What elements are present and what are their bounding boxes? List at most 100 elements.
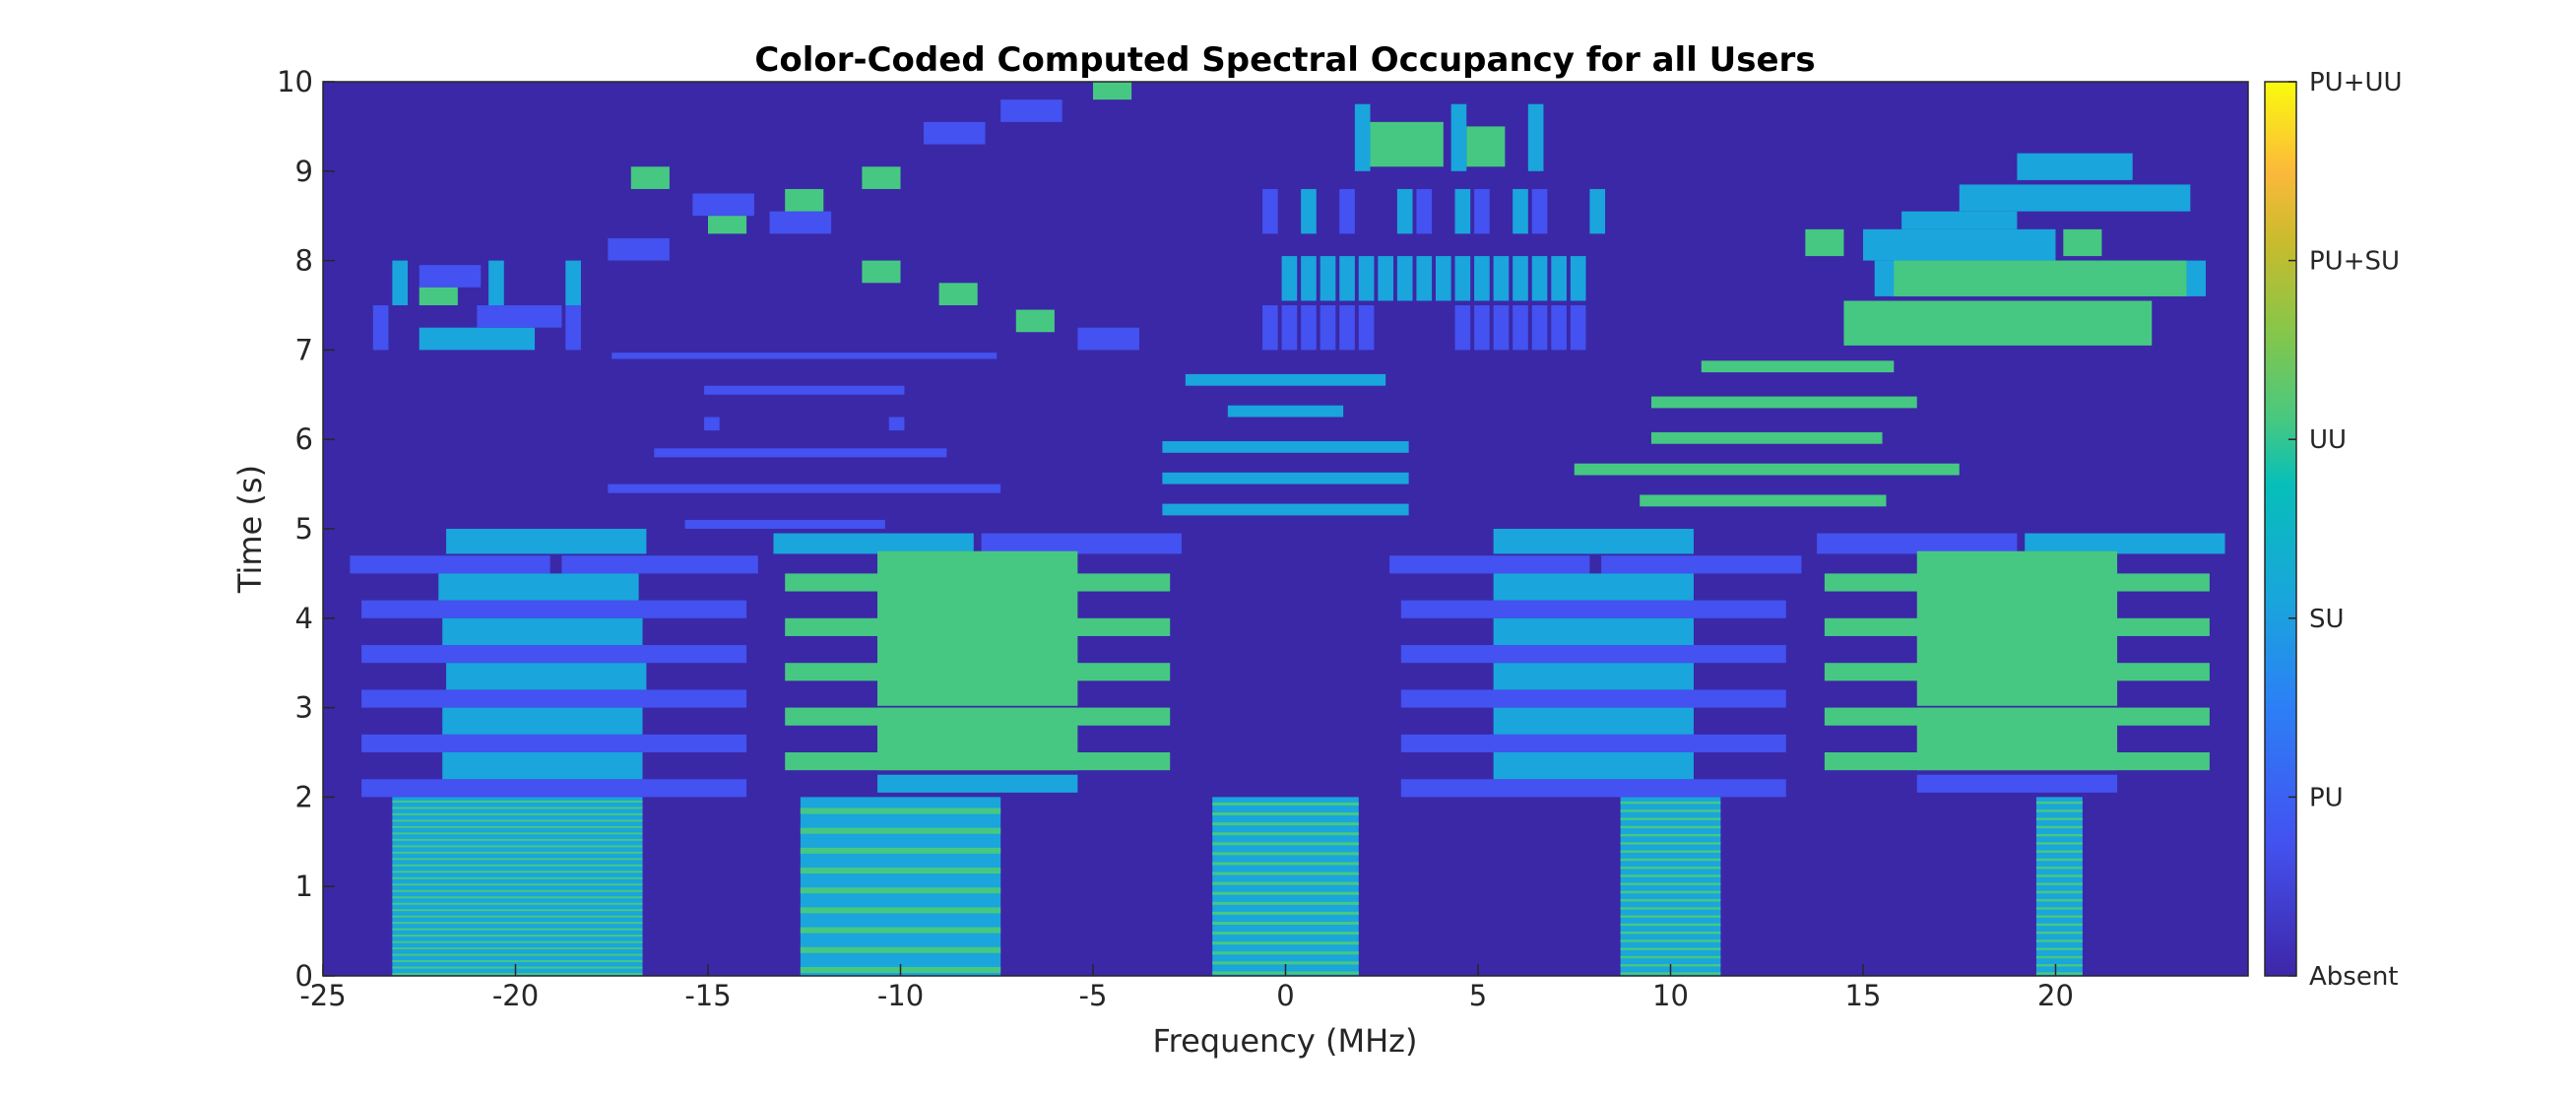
occupancy-stripe-uu [2035, 923, 2083, 927]
occupancy-region-pu [1400, 645, 1786, 664]
occupancy-region-uu [1650, 396, 1917, 409]
occupancy-region-su [1570, 256, 1586, 301]
x-tick-label: -10 [877, 979, 924, 1012]
occupancy-stripe-uu [1212, 802, 1359, 806]
occupancy-stripe-uu [2035, 939, 2083, 942]
occupancy-region-pu [477, 305, 562, 328]
x-tick-label: 20 [2037, 979, 2074, 1012]
occupancy-stripe-uu [2035, 874, 2083, 877]
occupancy-region-pu [1454, 305, 1471, 351]
occupancy-stripe-uu [392, 896, 643, 899]
occupancy-region-pu [565, 305, 581, 351]
occupancy-stripe-uu [1620, 809, 1721, 812]
occupancy-region-su [1358, 256, 1375, 301]
occupancy-stripe-uu [1620, 874, 1721, 877]
occupancy-stripe-uu [1212, 951, 1359, 955]
occupancy-region-su [1474, 256, 1490, 301]
occupancy-region-pu [1262, 188, 1278, 234]
occupancy-stripe-uu [1212, 822, 1359, 826]
occupancy-stripe-uu [800, 946, 1001, 953]
occupancy-region-pu [608, 484, 1001, 493]
occupancy-region-uu [1894, 260, 2187, 296]
occupancy-region-pu [361, 600, 747, 618]
occupancy-stripe-uu [800, 887, 1001, 894]
chart-title: Color-Coded Computed Spectral Occupancy … [754, 40, 1815, 80]
occupancy-stripe-uu [2035, 890, 2083, 894]
y-tick-label: 3 [295, 691, 313, 725]
y-tick-label: 5 [295, 512, 313, 546]
occupancy-stripe-uu [1212, 911, 1359, 915]
occupancy-region-su [1513, 188, 1528, 234]
occupancy-region-pu [608, 237, 670, 261]
x-tick-label: -25 [299, 979, 346, 1012]
occupancy-region-su [1301, 256, 1317, 301]
occupancy-region-pu [923, 121, 986, 145]
colorbar-label: SU [2309, 605, 2345, 634]
occupancy-stripe-uu [392, 864, 643, 867]
occupancy-stripe-uu [392, 883, 643, 886]
occupancy-stripe-uu [2035, 833, 2083, 837]
occupancy-region-su [1901, 211, 2018, 229]
occupancy-region-pu [1570, 305, 1586, 351]
occupancy-region-pu [1916, 774, 2118, 793]
occupancy-region-su [773, 533, 974, 554]
occupancy-region-pu [361, 779, 747, 798]
occupancy-region-su [1493, 573, 1694, 601]
occupancy-stripe-uu [800, 907, 1001, 914]
occupancy-stripe-uu [1620, 907, 1721, 910]
occupancy-region-uu [877, 550, 1078, 620]
occupancy-stripe-uu [1212, 852, 1359, 856]
x-tick-label: 0 [1276, 979, 1294, 1012]
occupancy-region-su [1162, 503, 1409, 516]
occupancy-stripe-uu [392, 940, 643, 943]
x-tick-label: 5 [1469, 979, 1487, 1012]
occupancy-stripe-uu [2035, 955, 2083, 959]
occupancy-region-su [1435, 256, 1451, 301]
occupancy-region-su [1450, 103, 1467, 171]
occupancy-region-uu [938, 283, 978, 305]
occupancy-region-su [1378, 256, 1393, 301]
occupancy-region-pu [1601, 555, 1802, 574]
occupancy-region-pu [1513, 305, 1528, 351]
x-axis-label: Frequency (MHz) [1153, 1022, 1418, 1060]
y-tick-label: 1 [295, 870, 313, 903]
occupancy-region-su [1212, 797, 1359, 976]
occupancy-region-pu [1262, 305, 1278, 351]
occupancy-region-pu [1389, 555, 1590, 574]
x-tick-label: -15 [684, 979, 731, 1012]
occupancy-region-su [1589, 188, 1606, 234]
occupancy-stripe-uu [392, 825, 643, 828]
occupancy-stripe-uu [2035, 817, 2083, 820]
occupancy-stripe-uu [392, 838, 643, 841]
occupancy-region-su [1493, 529, 1694, 554]
occupancy-region-su [2017, 153, 2133, 180]
occupancy-stripe-uu [392, 807, 643, 809]
occupancy-region-pu [361, 689, 747, 708]
occupancy-stripe-uu [1620, 817, 1721, 820]
occupancy-stripe-uu [392, 973, 643, 976]
y-tick-label: 7 [295, 333, 313, 366]
colorbar-label: Absent [2309, 962, 2399, 992]
occupancy-stripe-uu [2035, 964, 2083, 967]
occupancy-region-su [1513, 256, 1528, 301]
x-tick-label: 15 [1845, 979, 1882, 1012]
occupancy-region-uu [2063, 228, 2102, 257]
occupancy-stripe-uu [392, 947, 643, 950]
occupancy-region-pu [692, 193, 754, 217]
occupancy-region-su [1162, 472, 1409, 484]
occupancy-region-su [1354, 103, 1371, 171]
occupancy-stripe-uu [392, 812, 643, 815]
occupancy-stripe-uu [2035, 947, 2083, 950]
occupancy-region-su [1416, 256, 1433, 301]
occupancy-stripe-uu [392, 928, 643, 931]
occupancy-stripe-uu [1212, 842, 1359, 846]
occupancy-region-su [446, 663, 647, 690]
occupancy-region-pu [1493, 305, 1510, 351]
occupancy-stripe-uu [1212, 871, 1359, 875]
occupancy-stripe-uu [1620, 898, 1721, 902]
occupancy-region-pu [1301, 305, 1317, 351]
occupancy-stripe-uu [392, 966, 643, 969]
occupancy-stripe-uu [392, 858, 643, 861]
occupancy-region-pu [684, 519, 885, 529]
